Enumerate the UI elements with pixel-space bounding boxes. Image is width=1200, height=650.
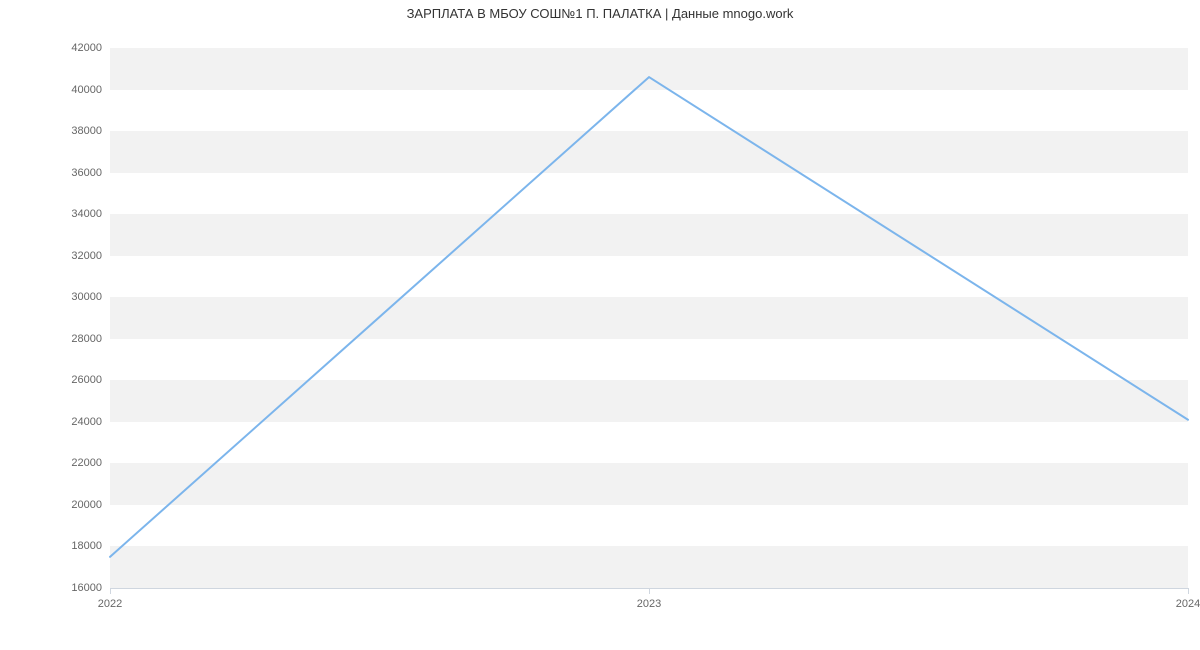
y-tick-label: 34000 [71,208,110,220]
y-tick-label: 38000 [71,125,110,137]
plot-area: 1600018000200002200024000260002800030000… [110,48,1188,588]
y-tick-label: 22000 [71,457,110,469]
chart-container: ЗАРПЛАТА В МБОУ СОШ№1 П. ПАЛАТКА | Данны… [0,0,1200,650]
y-tick-label: 42000 [71,42,110,54]
y-tick-label: 36000 [71,167,110,179]
x-tick-label: 2023 [637,588,661,610]
y-tick-label: 40000 [71,84,110,96]
y-tick-label: 24000 [71,416,110,428]
y-tick-label: 32000 [71,250,110,262]
line-series [110,48,1188,588]
y-tick-label: 30000 [71,291,110,303]
y-tick-label: 28000 [71,333,110,345]
chart-title: ЗАРПЛАТА В МБОУ СОШ№1 П. ПАЛАТКА | Данны… [0,6,1200,21]
y-tick-label: 18000 [71,540,110,552]
y-tick-label: 26000 [71,374,110,386]
y-tick-label: 20000 [71,499,110,511]
x-tick-label: 2022 [98,588,122,610]
x-tick-label: 2024 [1176,588,1200,610]
